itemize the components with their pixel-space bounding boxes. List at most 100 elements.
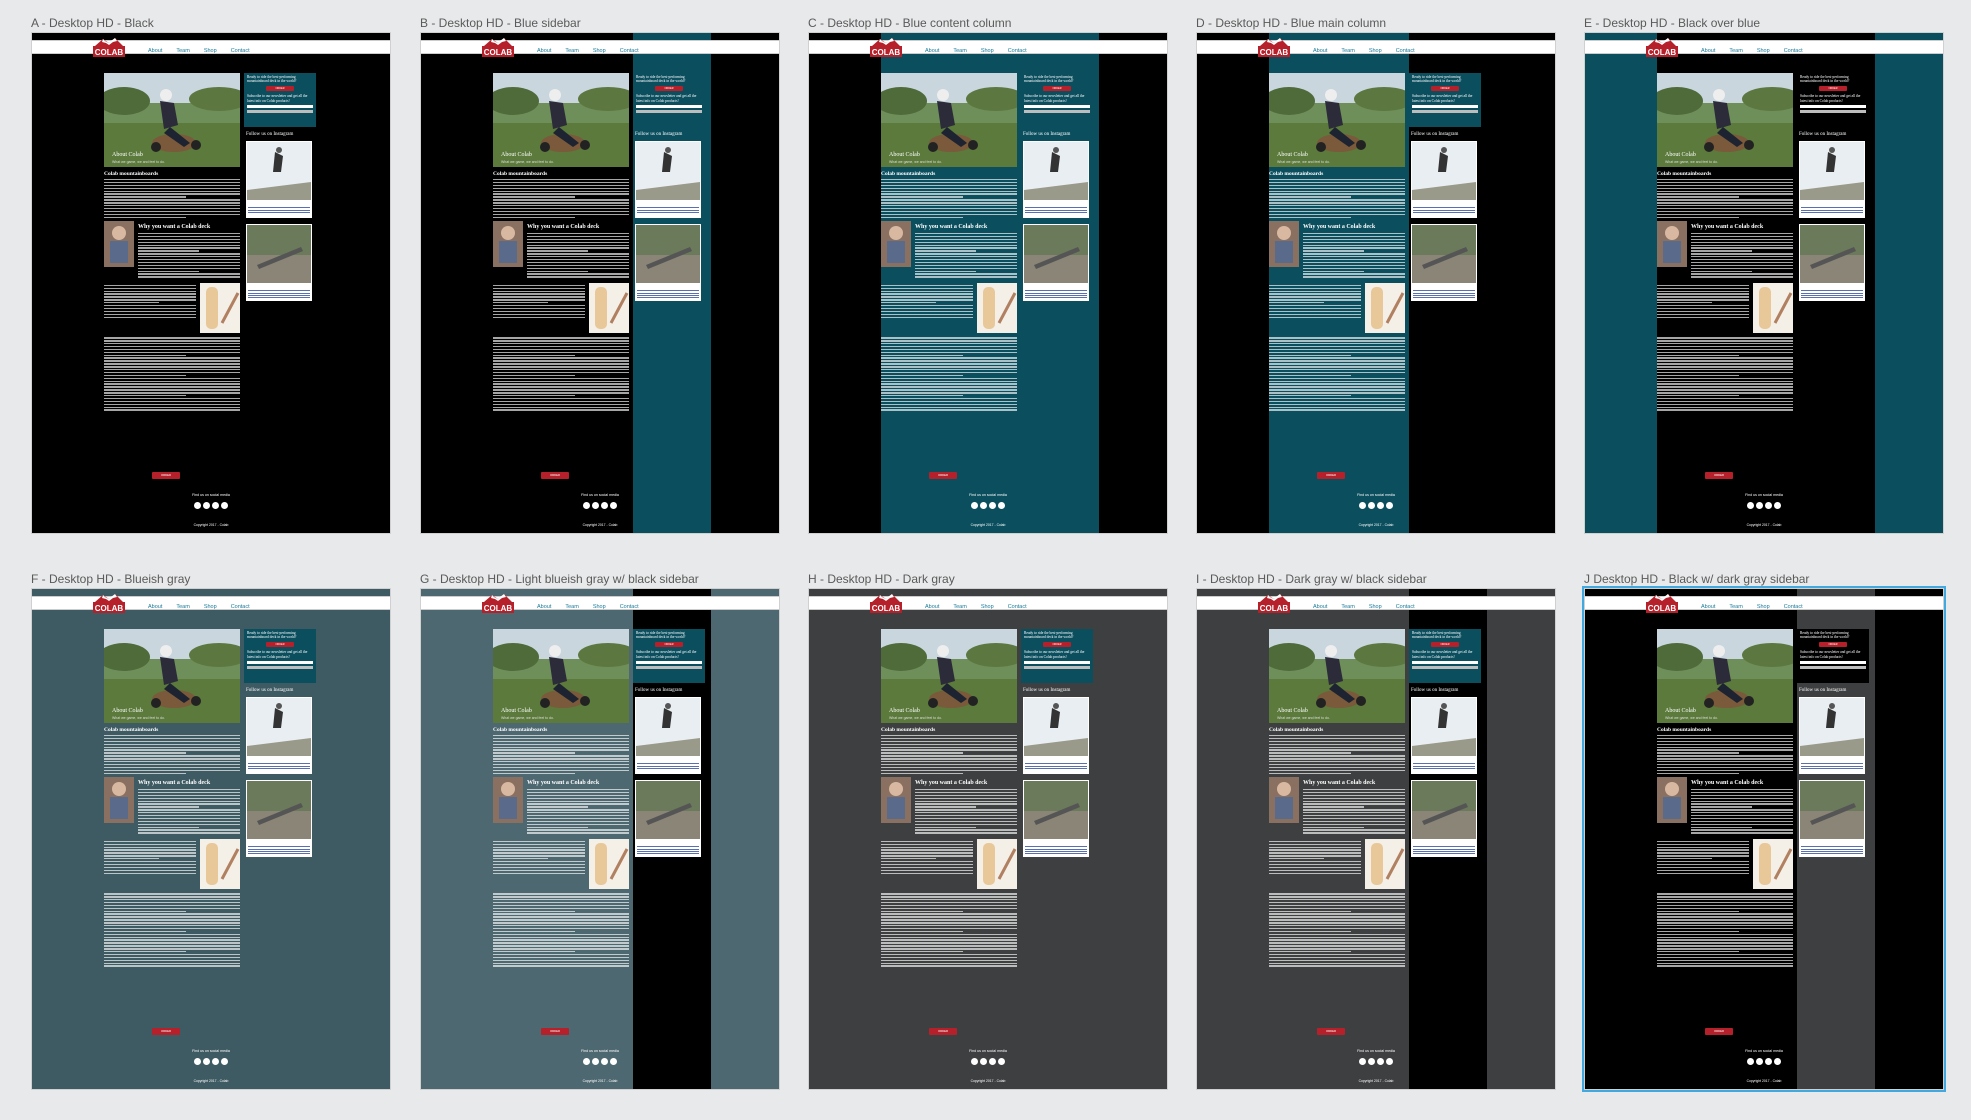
instagram-post[interactable] xyxy=(246,224,312,301)
sidebar-order-button[interactable]: ORDER xyxy=(655,86,683,92)
artboard-frame[interactable]: COLAB About Team Shop Contact About xyxy=(31,588,391,1090)
instagram-icon[interactable] xyxy=(980,1058,987,1065)
nav-link-contact[interactable]: Contact xyxy=(619,48,639,54)
email-field[interactable] xyxy=(1800,104,1866,108)
artboard[interactable]: C - Desktop HD - Blue content column COL… xyxy=(808,14,1168,534)
facebook-icon[interactable] xyxy=(194,1058,201,1065)
instagram-post[interactable] xyxy=(1411,224,1477,301)
artboard[interactable]: A - Desktop HD - Black COLAB About Team Sh… xyxy=(31,14,391,534)
nav-link-about[interactable]: About xyxy=(1313,48,1328,54)
email-field[interactable] xyxy=(636,660,702,664)
artboard-label[interactable]: F - Desktop HD - Blueish gray xyxy=(31,572,191,586)
youtube-icon[interactable] xyxy=(601,1058,608,1065)
sidebar-order-button[interactable]: ORDER xyxy=(655,642,683,648)
artboard-frame[interactable]: COLAB About Team Shop Contact About xyxy=(31,32,391,534)
twitter-icon[interactable] xyxy=(610,1058,617,1065)
colab-logo[interactable]: COLAB xyxy=(1256,36,1292,63)
artboard-label[interactable]: G - Desktop HD - Light blueish gray w/ b… xyxy=(420,572,699,586)
instagram-post[interactable] xyxy=(1023,780,1089,857)
youtube-icon[interactable] xyxy=(989,502,996,509)
facebook-icon[interactable] xyxy=(583,502,590,509)
artboard[interactable]: E - Desktop HD - Black over blue COLAB A… xyxy=(1584,14,1944,534)
youtube-icon[interactable] xyxy=(1765,502,1772,509)
nav-link-about[interactable]: About xyxy=(925,604,940,610)
nav-link-team[interactable]: Team xyxy=(953,48,967,54)
instagram-post[interactable] xyxy=(635,780,701,857)
nav-link-about[interactable]: About xyxy=(1701,48,1716,54)
artboard[interactable]: H - Desktop HD - Dark gray COLAB About Te… xyxy=(808,570,1168,1090)
artboard-label[interactable]: I - Desktop HD - Dark gray w/ black side… xyxy=(1196,572,1427,586)
nav-link-team[interactable]: Team xyxy=(953,604,967,610)
email-field[interactable] xyxy=(247,104,313,108)
twitter-icon[interactable] xyxy=(1774,1058,1781,1065)
colab-logo[interactable]: COLAB xyxy=(1256,592,1292,619)
artboard-frame[interactable]: COLAB About Team Shop Contact About xyxy=(808,32,1168,534)
instagram-icon[interactable] xyxy=(980,502,987,509)
sidebar-order-button[interactable]: ORDER xyxy=(1819,642,1847,648)
nav-link-shop[interactable]: Shop xyxy=(1756,604,1770,610)
instagram-icon[interactable] xyxy=(592,502,599,509)
email-field[interactable] xyxy=(1024,660,1090,664)
nav-link-about[interactable]: About xyxy=(537,604,552,610)
order-button[interactable]: ORDER xyxy=(541,472,569,479)
email-field[interactable] xyxy=(1024,104,1090,108)
facebook-icon[interactable] xyxy=(1747,1058,1754,1065)
nav-link-about[interactable]: About xyxy=(1313,604,1328,610)
nav-link-team[interactable]: Team xyxy=(565,604,579,610)
nav-link-contact[interactable]: Contact xyxy=(230,604,250,610)
artboard[interactable]: B - Desktop HD - Blue sidebar COLAB Abou… xyxy=(420,14,780,534)
sidebar-order-button[interactable]: ORDER xyxy=(1043,86,1071,92)
artboard[interactable]: F - Desktop HD - Blueish gray COLAB Abou… xyxy=(31,570,391,1090)
instagram-icon[interactable] xyxy=(1756,1058,1763,1065)
instagram-icon[interactable] xyxy=(592,1058,599,1065)
subscribe-button[interactable] xyxy=(1024,109,1090,113)
instagram-post[interactable] xyxy=(246,697,312,774)
order-button[interactable]: ORDER xyxy=(1317,472,1345,479)
twitter-icon[interactable] xyxy=(1774,502,1781,509)
artboard-label[interactable]: J Desktop HD - Black w/ dark gray sideba… xyxy=(1584,572,1810,586)
artboard[interactable]: J Desktop HD - Black w/ dark gray sideba… xyxy=(1582,570,1946,1092)
email-field[interactable] xyxy=(1412,660,1478,664)
instagram-post[interactable] xyxy=(1411,697,1477,774)
email-field[interactable] xyxy=(1800,660,1866,664)
instagram-icon[interactable] xyxy=(203,1058,210,1065)
instagram-post[interactable] xyxy=(246,780,312,857)
artboard[interactable]: D - Desktop HD - Blue main column COLAB … xyxy=(1196,14,1556,534)
sidebar-order-button[interactable]: ORDER xyxy=(1431,642,1459,648)
artboard-frame[interactable]: COLAB About Team Shop Contact About xyxy=(1582,586,1946,1092)
artboard-frame[interactable]: COLAB About Team Shop Contact About xyxy=(420,32,780,534)
subscribe-button[interactable] xyxy=(247,109,313,113)
facebook-icon[interactable] xyxy=(1747,502,1754,509)
twitter-icon[interactable] xyxy=(221,1058,228,1065)
artboard[interactable]: G - Desktop HD - Light blueish gray w/ b… xyxy=(420,570,780,1090)
artboard-label[interactable]: B - Desktop HD - Blue sidebar xyxy=(420,16,581,30)
nav-link-shop[interactable]: Shop xyxy=(1368,48,1382,54)
nav-link-team[interactable]: Team xyxy=(565,48,579,54)
instagram-post[interactable] xyxy=(1023,697,1089,774)
nav-link-shop[interactable]: Shop xyxy=(592,604,606,610)
sidebar-order-button[interactable]: ORDER xyxy=(1431,86,1459,92)
colab-logo[interactable]: COLAB xyxy=(480,592,516,619)
nav-link-team[interactable]: Team xyxy=(1341,48,1355,54)
nav-link-contact[interactable]: Contact xyxy=(1395,48,1415,54)
nav-link-contact[interactable]: Contact xyxy=(619,604,639,610)
instagram-post[interactable] xyxy=(635,697,701,774)
sidebar-order-button[interactable]: ORDER xyxy=(1819,86,1847,92)
youtube-icon[interactable] xyxy=(1377,502,1384,509)
youtube-icon[interactable] xyxy=(989,1058,996,1065)
facebook-icon[interactable] xyxy=(971,502,978,509)
order-button[interactable]: ORDER xyxy=(1317,1028,1345,1035)
subscribe-button[interactable] xyxy=(636,665,702,669)
youtube-icon[interactable] xyxy=(212,502,219,509)
artboard-label[interactable]: H - Desktop HD - Dark gray xyxy=(808,572,955,586)
artboard-frame[interactable]: COLAB About Team Shop Contact About xyxy=(420,588,780,1090)
artboard-frame[interactable]: COLAB About Team Shop Contact About xyxy=(1196,32,1556,534)
sidebar-order-button[interactable]: ORDER xyxy=(266,642,294,648)
nav-link-contact[interactable]: Contact xyxy=(1783,604,1803,610)
subscribe-button[interactable] xyxy=(636,109,702,113)
facebook-icon[interactable] xyxy=(971,1058,978,1065)
nav-link-shop[interactable]: Shop xyxy=(203,48,217,54)
order-button[interactable]: ORDER xyxy=(152,472,180,479)
subscribe-button[interactable] xyxy=(1024,665,1090,669)
youtube-icon[interactable] xyxy=(1377,1058,1384,1065)
